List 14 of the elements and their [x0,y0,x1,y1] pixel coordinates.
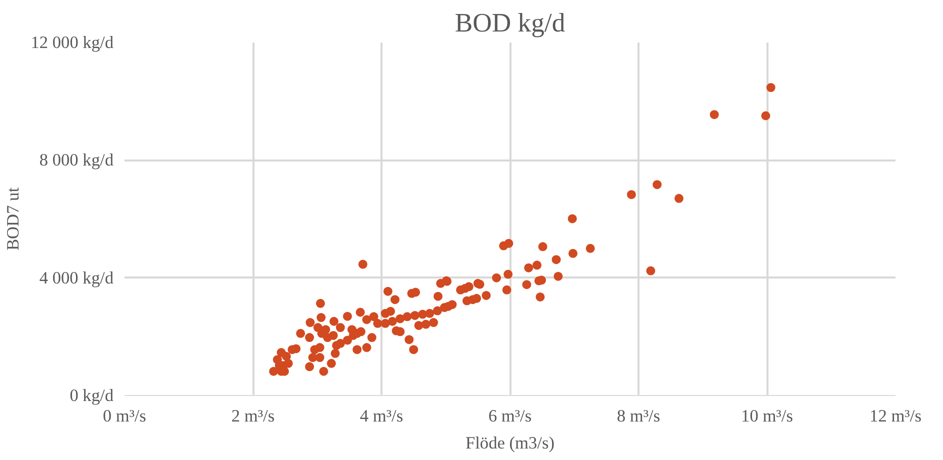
y-tick-label: 12 000 kg/d [30,33,114,52]
x-tick-label: 0 m³/s [102,406,146,426]
x-tick-label: 2 m³/s [231,406,275,426]
y-tick-label: 8 000 kg/d [39,150,114,170]
y-tick-label: 0 kg/d [70,386,114,405]
y-tick-label: 4 000 kg/d [39,268,114,288]
x-tick-label: 8 m³/s [616,406,660,426]
y-axis-title: BOD7 ut [4,187,23,251]
x-axis-title: Flöde (m3/s) [465,434,555,452]
x-tick-label: 10 m³/s [741,406,794,426]
x-tick-label: 4 m³/s [360,406,404,426]
chart-title: BOD kg/d [454,8,566,38]
x-tick-label: 6 m³/s [488,406,532,426]
x-tick-label: 12 m³/s [870,406,922,426]
